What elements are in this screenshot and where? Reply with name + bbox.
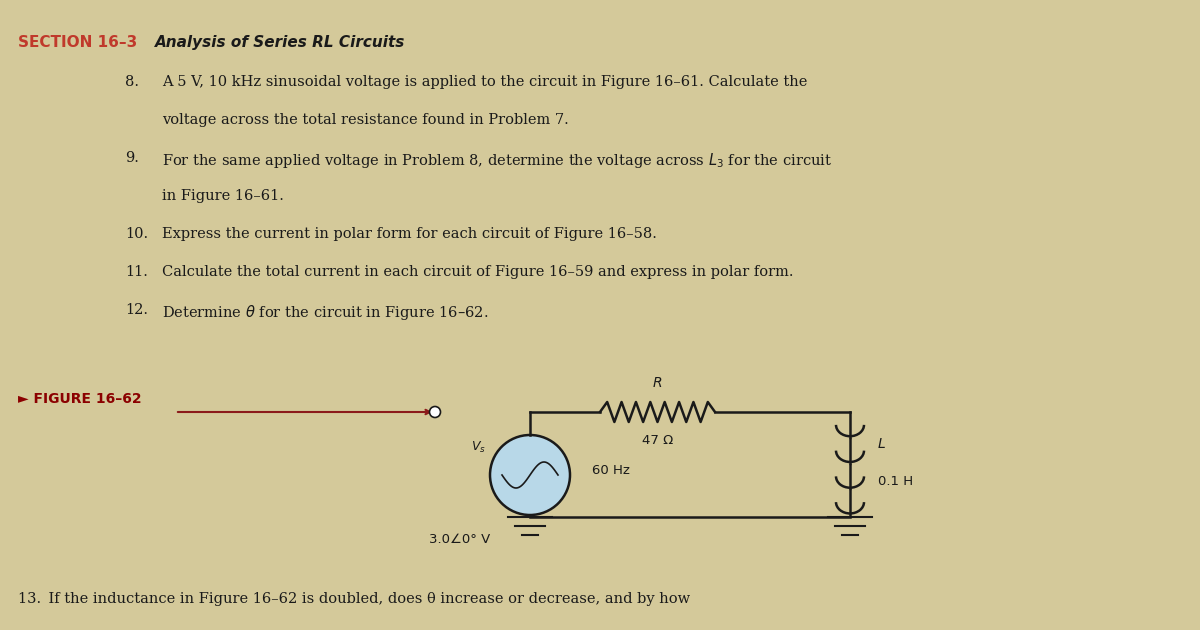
Text: 10.: 10. — [125, 227, 148, 241]
Text: For the same applied voltage in Problem 8, determine the voltage across $L_3$ fo: For the same applied voltage in Problem … — [162, 151, 832, 170]
Text: 3.0∠0° V: 3.0∠0° V — [430, 533, 491, 546]
Circle shape — [490, 435, 570, 515]
Text: 60 Hz: 60 Hz — [592, 464, 630, 476]
Text: L: L — [878, 437, 886, 450]
Text: R: R — [653, 376, 662, 390]
Text: SECTION 16–3: SECTION 16–3 — [18, 35, 137, 50]
Text: 8.: 8. — [125, 75, 139, 89]
Text: 12.: 12. — [125, 303, 148, 317]
Text: voltage across the total resistance found in Problem 7.: voltage across the total resistance foun… — [162, 113, 569, 127]
Text: in Figure 16–61.: in Figure 16–61. — [162, 189, 284, 203]
Text: A 5 V, 10 kHz sinusoidal voltage is applied to the circuit in Figure 16–61. Calc: A 5 V, 10 kHz sinusoidal voltage is appl… — [162, 75, 808, 89]
Text: Calculate the total current in each circuit of Figure 16–59 and express in polar: Calculate the total current in each circ… — [162, 265, 793, 279]
Text: $V_s$: $V_s$ — [470, 440, 486, 455]
Text: Analysis of Series RL Circuits: Analysis of Series RL Circuits — [155, 35, 406, 50]
Text: 47 Ω: 47 Ω — [642, 434, 673, 447]
Text: Determine $\theta$ for the circuit in Figure 16–62.: Determine $\theta$ for the circuit in Fi… — [162, 303, 488, 322]
Text: 9.: 9. — [125, 151, 139, 165]
Circle shape — [430, 406, 440, 418]
Text: 11.: 11. — [125, 265, 148, 279]
Text: Express the current in polar form for each circuit of Figure 16–58.: Express the current in polar form for ea… — [162, 227, 656, 241]
Text: ► FIGURE 16–62: ► FIGURE 16–62 — [18, 392, 142, 406]
Text: 0.1 H: 0.1 H — [878, 475, 913, 488]
Text: 13. If the inductance in Figure 16–62 is doubled, does θ increase or decrease, a: 13. If the inductance in Figure 16–62 is… — [18, 592, 690, 606]
